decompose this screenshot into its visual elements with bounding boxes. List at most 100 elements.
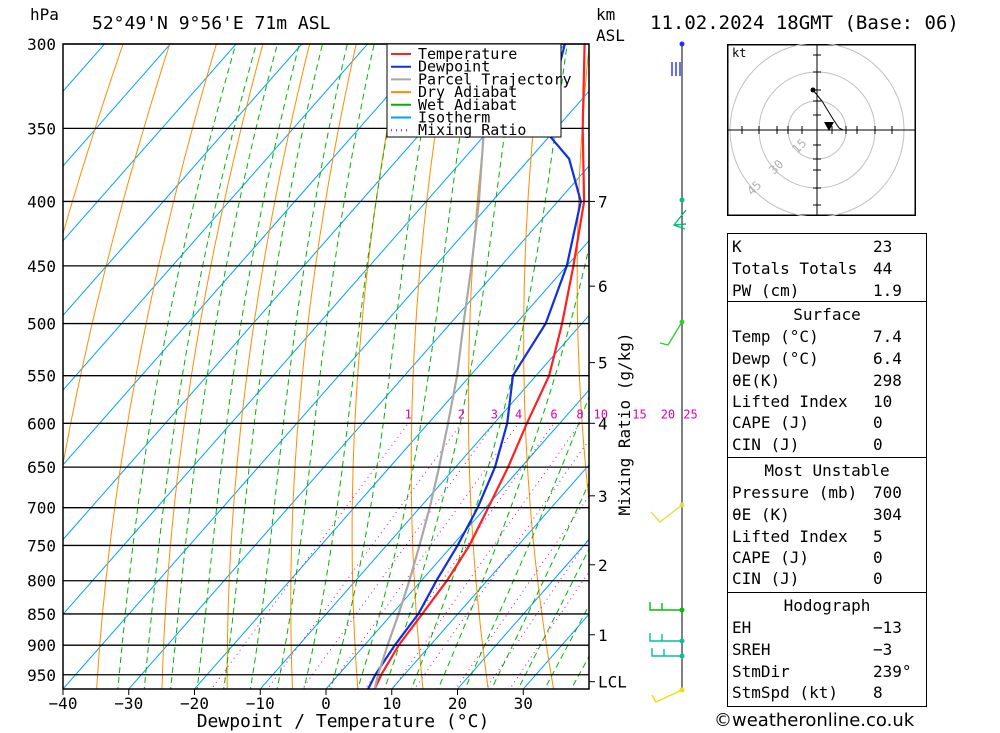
wind-level-dot (679, 41, 685, 47)
mixing-ratio-line (455, 494, 589, 689)
wet-adiabat-line (249, 44, 348, 689)
isotherm-line (63, 44, 172, 167)
isotherm-line (0, 6, 6, 703)
surface-box: Surface Temp (°C) 7.4 Dewp (°C) 6.4 θE(K) 2… (727, 301, 927, 458)
mixing-ratio-label: 15 (632, 407, 646, 421)
wet-adiabat-line (196, 44, 300, 689)
hodograph-unit: kt (732, 46, 746, 60)
legend-label: Wet Adiabat (418, 96, 517, 114)
height-tick-label: 2 (598, 556, 608, 575)
plot-frame (62, 43, 590, 690)
wet-adiabat-line (464, 395, 589, 689)
mixing-ratio-label: 2 (458, 407, 465, 421)
dry-adiabat-line (351, 44, 404, 689)
wet-adiabat-line (437, 244, 589, 689)
mixing-ratio-line (392, 423, 581, 689)
copyright-footer: ©weatheronline.co.uk (714, 710, 914, 731)
wet-adiabat-line (223, 44, 324, 689)
pressure-tick-label: 600 (27, 414, 56, 433)
mu-row-cape: CAPE (J) 0 (732, 548, 883, 567)
dry-adiabat-line (914, 25, 1000, 703)
x-tick-label: 0 (321, 694, 331, 713)
isotherm-line (128, 165, 589, 689)
mu-row-cin: CIN (J) 0 (732, 569, 883, 588)
pressure-tick-label: 800 (27, 572, 56, 591)
hodograph-params-title: Hodograph (783, 596, 871, 615)
hodograph-panel: kt 15 30 45 (727, 44, 916, 216)
legend-label: Isotherm (418, 109, 490, 127)
storm-motion-marker (824, 122, 834, 131)
legend-label: Dewpoint (418, 58, 490, 76)
isotherm-line (0, 6, 72, 703)
most-unstable-title: Most Unstable (764, 461, 890, 480)
mixing-ratio-label: 8 (576, 407, 583, 421)
legend-label: Parcel Trajectory (418, 70, 572, 88)
datetime-title: 11.02.2024 18GMT (Base: 06) (650, 12, 959, 34)
surface-row-temp: Temp (°C) 7.4 (732, 327, 902, 346)
height-tick-label: 5 (598, 354, 608, 373)
pressure-tick-label: 750 (27, 536, 56, 555)
mixing-ratio-label: 6 (550, 407, 557, 421)
site-name: weatheronline.co.uk (732, 710, 915, 731)
lcl-label: LCL (598, 673, 627, 692)
pressure-tick-label: 850 (27, 605, 56, 624)
dry-adiabat-line (410, 44, 450, 689)
wet-adiabat-line (170, 44, 278, 689)
height-tick-label: 4 (598, 414, 608, 433)
pressure-tick-label: 550 (27, 367, 56, 386)
isotherm-line (391, 464, 589, 689)
general-indices-box: K 23 Totals Totals 44 PW (cm) 1.9 (727, 233, 927, 302)
mu-row-li: Lifted Index 5 (732, 527, 883, 546)
wet-adiabat-line (330, 44, 438, 689)
height-tick-label: 6 (598, 277, 608, 296)
wind-barb (650, 504, 683, 523)
pressure-tick-label: 300 (27, 35, 56, 54)
wind-barb (649, 602, 682, 611)
pressure-tick-label: 350 (27, 119, 56, 138)
surface-title: Surface (793, 305, 861, 324)
location-title: 52°49'N 9°56'E 71m ASL (92, 13, 331, 34)
dry-adiabat-line (63, 44, 124, 236)
dry-adiabat-line (290, 44, 357, 689)
hodograph-params-box: Hodograph EH −13 SREH −3 StmDir 239° StmSpd… (727, 592, 927, 707)
legend-label: Temperature (418, 45, 517, 63)
wind-barb (659, 321, 683, 346)
dewpoint-line (367, 44, 582, 689)
x-tick-label: −10 (246, 694, 275, 713)
index-row-pw: PW (cm) 1.9 (732, 281, 902, 300)
height-tick-label: 7 (598, 192, 608, 211)
x-tick-label: −20 (180, 694, 209, 713)
mixing-ratio-axis-title: Mixing Ratio (g/kg) (615, 332, 634, 515)
isotherm-line (63, 44, 106, 93)
isotherm-line (193, 239, 589, 689)
hodo-row-eh: EH −13 (732, 618, 902, 637)
x-tick-label: 10 (382, 694, 401, 713)
mixing-ratio-line (301, 423, 495, 689)
dry-adiabat-line (226, 44, 311, 689)
x-tick-label: 20 (448, 694, 467, 713)
hodo-row-sreh: SREH −3 (732, 640, 893, 659)
hodo-row-stmspd: StmSpd (kt) 8 (732, 683, 883, 702)
pressure-tick-label: 900 (27, 636, 56, 655)
wind-barb (649, 633, 682, 642)
mixing-ratio-line (509, 570, 589, 689)
surface-row-cape: CAPE (J) 0 (732, 413, 883, 432)
dry-adiabat-line (523, 44, 555, 689)
mixing-ratio-label: 4 (515, 407, 522, 421)
wind-barb (651, 648, 682, 657)
dry-adiabat-line (961, 25, 1000, 703)
isotherm-line (456, 538, 589, 689)
mu-row-thetae: θE (K) 304 (732, 505, 902, 524)
isotherm-line (63, 44, 369, 391)
dry-adiabat-line (161, 44, 264, 689)
surface-row-thetae: θE(K) 298 (732, 371, 902, 390)
most-unstable-box: Most Unstable Pressure (mb) 700 θE (K) 304… (727, 457, 927, 593)
chart-axes: 1 2 3 4 6 8 10 15 20 2530035040045050055060065070… (27, 35, 698, 713)
wind-profile (649, 41, 687, 703)
wet-adiabat-line (357, 44, 475, 689)
wet-adiabat-line (276, 44, 375, 689)
wet-adiabat-line (303, 44, 405, 689)
pressure-tick-label: 650 (27, 458, 56, 477)
wind-barb (671, 62, 681, 76)
